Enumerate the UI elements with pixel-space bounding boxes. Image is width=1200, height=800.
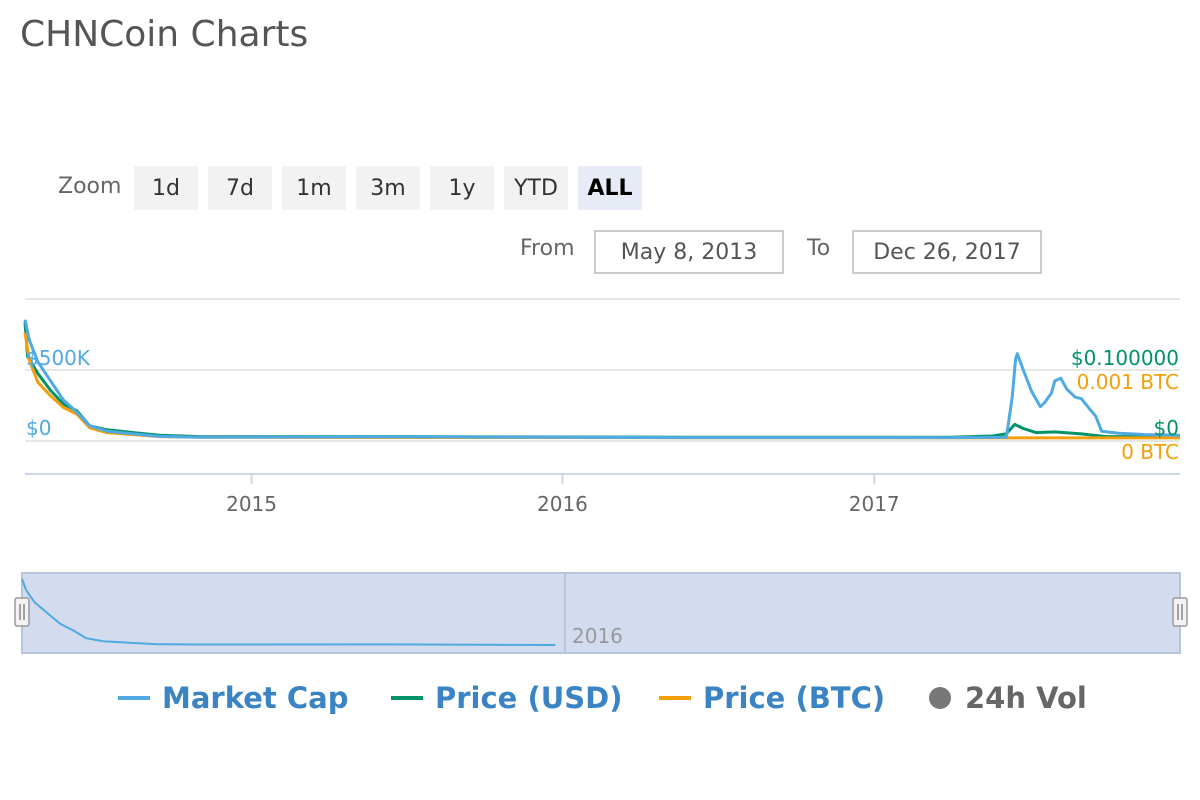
y-tick-price-btc-zero: 0 BTC: [1121, 440, 1179, 464]
navigator-handle-left[interactable]: [14, 597, 30, 627]
legend-volume-dot-icon: [929, 687, 951, 709]
navigator-x-label: 2016: [572, 624, 623, 648]
zoom-1y-button[interactable]: 1y: [430, 166, 494, 210]
zoom-3m-button[interactable]: 3m: [356, 166, 420, 210]
zoom-ytd-button[interactable]: YTD: [504, 166, 568, 210]
x-tick-label-2015: 2015: [226, 492, 277, 516]
legend-item-market-cap[interactable]: Market Cap: [118, 676, 348, 720]
range-to-label: To: [807, 236, 831, 261]
range-from-label: From: [520, 236, 575, 261]
navigator-series-line: [21, 578, 556, 646]
legend-market-cap-label: Market Cap: [162, 681, 349, 715]
x-tick-label-2017: 2017: [849, 492, 900, 516]
navigator-selected-range[interactable]: [21, 572, 1181, 654]
legend-market-cap-swatch: [118, 696, 150, 700]
legend-price-btc-label: Price (BTC): [703, 681, 886, 715]
price-chart[interactable]: $500K $0 $0.100000 $0 0.001 BTC 0 BTC 2015 2016…: [0, 290, 1200, 670]
series-line-price-usd: [23, 322, 1180, 439]
grid: [25, 298, 1180, 475]
legend-item-price-usd[interactable]: Price (USD): [391, 676, 622, 720]
navigator-handle-right-box[interactable]: [1172, 597, 1188, 627]
x-tick-label-2016: 2016: [537, 492, 588, 516]
series-line-price-btc: [23, 332, 1181, 440]
navigator[interactable]: 2016: [14, 572, 1188, 654]
y-tick-market-cap-zero: $0: [26, 416, 51, 440]
legend-item-volume[interactable]: 24h Vol: [929, 676, 1087, 720]
zoom-1d-button[interactable]: 1d: [134, 166, 198, 210]
range-to-input[interactable]: [852, 230, 1042, 274]
legend-volume-label: 24h Vol: [965, 681, 1087, 715]
series-line-market-cap: [23, 319, 1181, 440]
zoom-1m-button[interactable]: 1m: [282, 166, 346, 210]
zoom-all-button[interactable]: ALL: [578, 166, 642, 210]
zoom-7d-button[interactable]: 7d: [208, 166, 272, 210]
series-lines: [23, 319, 1181, 440]
range-from-input[interactable]: [594, 230, 784, 274]
page-title: CHNCoin Charts: [20, 14, 309, 55]
zoom-label: Zoom: [58, 174, 122, 199]
navigator-handle-left-box[interactable]: [14, 597, 30, 627]
y-tick-price-usd-zero: $0: [1154, 416, 1179, 440]
legend-price-usd-swatch: [391, 696, 423, 700]
legend-price-btc-swatch: [659, 696, 691, 700]
axis-labels: $500K $0 $0.100000 $0 0.001 BTC 0 BTC 2015 2016…: [26, 346, 1179, 516]
legend-item-price-btc[interactable]: Price (BTC): [659, 676, 885, 720]
navigator-handle-right[interactable]: [1172, 597, 1188, 627]
y-tick-market-cap-max: $500K: [26, 346, 91, 370]
y-tick-price-btc-max: 0.001 BTC: [1077, 370, 1179, 394]
y-tick-price-usd-max: $0.100000: [1071, 346, 1179, 370]
legend-price-usd-label: Price (USD): [435, 681, 623, 715]
